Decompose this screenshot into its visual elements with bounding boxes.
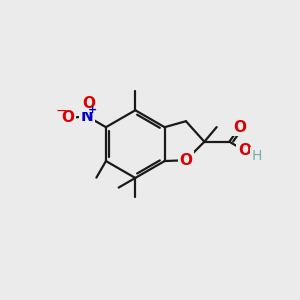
Text: O: O	[233, 120, 246, 135]
Text: H: H	[252, 149, 262, 163]
Text: +: +	[88, 105, 97, 115]
Text: N: N	[80, 109, 93, 124]
Text: O: O	[61, 110, 74, 125]
Text: −: −	[56, 104, 67, 118]
Text: O: O	[179, 153, 192, 168]
Text: O: O	[82, 96, 96, 111]
Text: O: O	[238, 143, 251, 158]
